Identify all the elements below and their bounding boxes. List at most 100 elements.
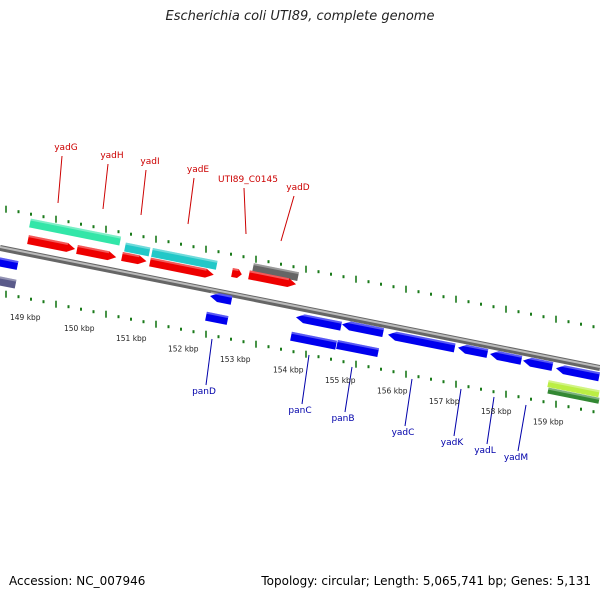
rna-feature-shine (152, 247, 218, 263)
feature-lime (547, 380, 600, 398)
cds-panC-shine (296, 312, 342, 324)
cds-partial-right-shine (556, 363, 600, 375)
cds-yadI-shine (122, 251, 140, 258)
gene-leader-line (404, 378, 413, 427)
feature-lime-shine (548, 380, 600, 393)
accession-text: Accession: NC_007946 (9, 574, 146, 588)
gene-label-yadK: yadK (441, 438, 465, 448)
gene-leader-line (301, 354, 310, 405)
cds-panC-segment-shine (291, 331, 337, 343)
cds-partial-shine (0, 256, 19, 264)
cds-yadM-shine (523, 356, 554, 365)
gene-leader-line (344, 366, 353, 413)
gene-leader-line (486, 396, 495, 445)
gene-label-panB: panB (331, 414, 354, 424)
feature-lime-body (547, 380, 600, 398)
feature-partial-body (0, 275, 17, 289)
gene-label-panC: panC (288, 406, 311, 416)
rna-feature (151, 247, 218, 270)
gene-leader-line (517, 404, 527, 452)
outer-tick-track (5, 205, 595, 329)
cds-yadH-shine (77, 244, 110, 254)
gene-leader-line (205, 338, 213, 386)
cds-panB-body (336, 339, 380, 358)
cds-yadH (76, 244, 117, 261)
feature-darkgreen-shine (548, 387, 600, 400)
scale-tick-label: 153 kbp (220, 355, 251, 364)
genome-title: Escherichia coli UTI89, complete genome (165, 9, 435, 24)
gene-leader-line (453, 388, 462, 437)
cds-panC-segment (290, 331, 337, 350)
gene-label-panD: panD (192, 387, 216, 397)
cds-partial-body (0, 256, 19, 270)
scale-tick-label: 149 kbp (10, 313, 41, 322)
pseudogene-feature (252, 263, 299, 282)
cds-partial (0, 256, 19, 270)
scale-tick-labels: 149 kbp 150 kbp 151 kbp 152 kbp 153 kbp 154 k… (10, 313, 564, 427)
cds-panD-segment-shine (206, 311, 229, 319)
rna-feature-body (29, 218, 122, 246)
gene-leader-line (57, 155, 63, 204)
gene-label-UTI89_C0145: UTI89_C0145 (218, 175, 278, 185)
cds-UTI89_C0145-body (231, 267, 242, 278)
cds-panB-a-shine (342, 319, 385, 331)
feature-partial (0, 275, 17, 289)
cds-yadG-shine (28, 235, 69, 245)
gene-leader-line (187, 177, 195, 225)
rna-feature-shine (125, 242, 151, 250)
cds-panD (210, 291, 233, 305)
scale-tick-label: 152 kbp (168, 345, 199, 354)
cds-yadE-shine (150, 257, 207, 271)
gene-leader-line (280, 195, 295, 242)
gene-label-yadL: yadL (474, 446, 496, 456)
cds-panB-a-body (342, 321, 385, 338)
gene-leader-line (140, 169, 147, 216)
cds-UTI89_C0145-shine (232, 267, 239, 272)
cds-partial-right-body (556, 365, 600, 382)
feature-partial-shine (0, 275, 17, 282)
cds-yadK-shine (458, 343, 489, 352)
gene-label-yadH: yadH (100, 151, 123, 161)
cds-panD-segment-body (205, 311, 229, 325)
scale-tick-label: 157 kbp (429, 397, 460, 406)
cds-yadE-body (149, 257, 214, 278)
cds-yadM (523, 356, 554, 371)
cds-yadK-body (458, 344, 489, 358)
scale-tick-label: 158 kbp (481, 407, 512, 416)
rna-feature-shine (30, 218, 122, 239)
cds-yadD-shine (249, 270, 290, 281)
cds-panC (296, 312, 342, 331)
gene-label-yadI: yadI (140, 157, 159, 167)
rna-feature (29, 218, 122, 246)
feature-darkgreen (547, 387, 600, 404)
cds-yadC (388, 330, 456, 353)
scale-tick-label: 151 kbp (116, 334, 147, 343)
rna-feature-body (151, 247, 218, 270)
feature-track (0, 218, 600, 404)
cds-panD-body (210, 293, 233, 305)
cds-yadG-body (27, 235, 76, 252)
cds-yadL-shine (490, 349, 523, 358)
inner-tick-track (5, 290, 595, 414)
backbone-highlight (0, 246, 600, 368)
cds-panB (336, 339, 380, 358)
cds-yadD-body (248, 270, 297, 288)
cds-UTI89_C0145 (231, 267, 242, 278)
cds-yadL (490, 349, 523, 365)
cds-panB-a (342, 319, 385, 338)
cds-panB-shine (337, 339, 380, 351)
cds-partial-right (556, 363, 600, 382)
scale-tick-label: 159 kbp (533, 418, 564, 427)
scale-tick-label: 155 kbp (325, 376, 356, 385)
scale-tick-label: 150 kbp (64, 324, 95, 333)
forward-gene-labels: yadG yadH yadI yadE UTI89_C0145 yadD (54, 143, 310, 242)
gene-leader-line (243, 187, 247, 235)
gene-leader-line (102, 163, 109, 210)
gene-label-yadG: yadG (54, 143, 78, 153)
scale-tick-label: 154 kbp (273, 366, 304, 375)
feature-darkgreen-body (547, 387, 600, 404)
cds-yadC-shine (388, 330, 456, 346)
cds-yadH-body (76, 244, 117, 261)
cds-yadM-body (523, 357, 554, 371)
